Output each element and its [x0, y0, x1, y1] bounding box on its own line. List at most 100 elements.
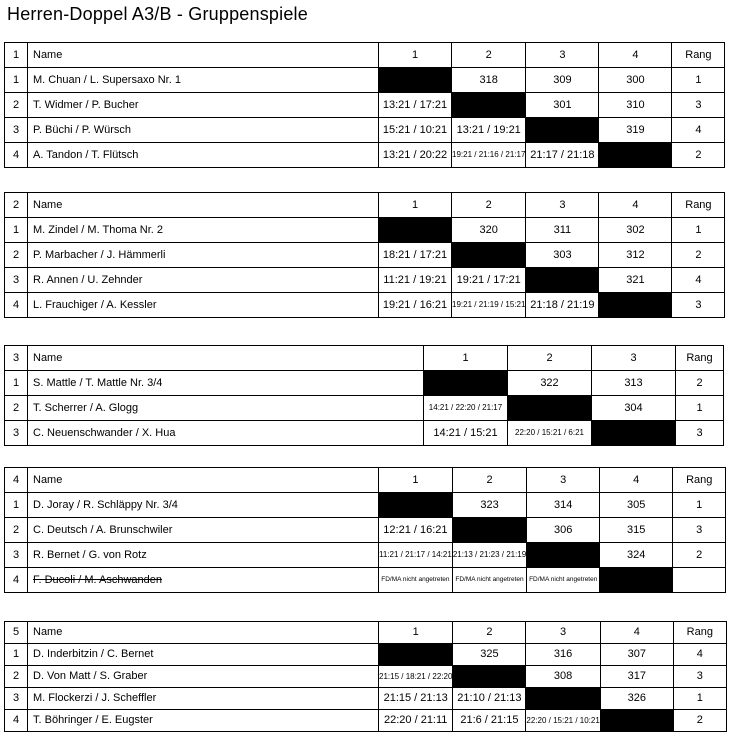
row-position: 1 — [4, 217, 28, 243]
self-cell — [451, 517, 528, 543]
round-header: 2 — [451, 467, 528, 493]
score-cell: 12:21 / 16:21 — [378, 517, 453, 543]
round-header: 1 — [378, 42, 452, 68]
rank-header: Rang — [675, 345, 724, 371]
team-row: 4 A. Tandon / T. Flütsch 13:21 / 20:22 19:2… — [4, 142, 726, 168]
self-cell — [507, 395, 592, 421]
score-cell: 21:15 / 18:21 / 22:20 — [377, 665, 454, 688]
team-names: D. Joray / R. Schläppy Nr. 3/4 — [27, 492, 379, 518]
match-number-cell: 300 — [598, 67, 673, 93]
rank-cell: 3 — [671, 92, 726, 118]
score-cell: 22:20 / 21:11 — [377, 709, 454, 732]
team-names: T. Widmer / P. Bucher — [27, 92, 379, 118]
round-header: 3 — [591, 345, 676, 371]
team-row: 1 M. Zindel / M. Thoma Nr. 2 320 311 302 1 — [4, 217, 726, 243]
match-number-cell: 321 — [598, 267, 673, 293]
name-header: Name — [27, 467, 379, 493]
rank-cell: 1 — [672, 687, 727, 710]
header-row: 1 Name 1 2 3 4 Rang — [4, 42, 726, 68]
header-row: 4 Name 1 2 3 4 Rang — [4, 467, 727, 493]
row-position: 4 — [4, 292, 28, 318]
team-row: 3 R. Bernet / G. von Rotz 11:21 / 21:17 / … — [4, 542, 727, 568]
score-cell: 14:21 / 22:20 / 21:17 — [423, 395, 508, 421]
rank-cell: 2 — [671, 142, 726, 168]
rank-cell: 1 — [671, 217, 726, 243]
walkover-note-cell: FD/MA nicht angetreten — [378, 567, 453, 593]
self-cell — [599, 567, 674, 593]
rank-cell: 3 — [672, 665, 727, 688]
group-table-4: 4 Name 1 2 3 4 Rang 1 D. Joray / R. Schläppy Nr.… — [4, 467, 727, 593]
row-position: 3 — [4, 542, 28, 568]
match-number-cell: 319 — [598, 117, 673, 143]
self-cell — [525, 117, 600, 143]
team-row: 2 T. Widmer / P. Bucher 13:21 / 17:21 301 31… — [4, 92, 726, 118]
round-header: 1 — [423, 345, 508, 371]
score-cell: 18:21 / 17:21 — [378, 242, 452, 268]
self-cell — [377, 643, 454, 666]
self-cell — [591, 420, 676, 446]
rank-cell: 4 — [671, 117, 726, 143]
team-row: 1 D. Joray / R. Schläppy Nr. 3/4 323 314 305… — [4, 492, 727, 518]
round-header: 2 — [452, 621, 527, 644]
rank-cell: 2 — [671, 242, 726, 268]
match-number-cell: 304 — [591, 395, 676, 421]
match-number-cell: 314 — [526, 492, 601, 518]
rank-cell — [672, 567, 727, 593]
self-cell — [378, 67, 452, 93]
team-row: 1 S. Mattle / T. Mattle Nr. 3/4 322 313 2 — [4, 370, 724, 396]
match-number-cell: 308 — [525, 665, 601, 688]
score-cell: 13:21 / 17:21 — [378, 92, 452, 118]
self-cell — [598, 142, 673, 168]
rank-cell: 3 — [675, 420, 724, 446]
score-cell: 19:21 / 21:16 / 21:17 — [450, 142, 527, 168]
row-position: 4 — [4, 142, 28, 168]
match-number-cell: 323 — [451, 492, 528, 518]
score-cell: 21:6 / 21:15 — [452, 709, 527, 732]
match-number-cell: 301 — [525, 92, 600, 118]
match-number-cell: 315 — [599, 517, 674, 543]
team-names: R. Bernet / G. von Rotz — [27, 542, 379, 568]
score-cell: 11:21 / 19:21 — [378, 267, 452, 293]
team-row: 1 D. Inderbitzin / C. Bernet 325 316 307 4 — [4, 643, 727, 666]
group-table-1: 1 Name 1 2 3 4 Rang 1 M. Chuan / L. Supersaxo Nr… — [4, 42, 726, 168]
row-position: 2 — [4, 517, 28, 543]
team-names: C. Neuenschwander / X. Hua — [27, 420, 424, 446]
round-header: 4 — [599, 621, 674, 644]
self-cell — [525, 267, 600, 293]
rank-cell: 1 — [672, 492, 727, 518]
match-number-cell: 326 — [599, 687, 674, 710]
team-names: M. Chuan / L. Supersaxo Nr. 1 — [27, 67, 379, 93]
match-number-cell: 317 — [599, 665, 674, 688]
match-number-cell: 312 — [598, 242, 673, 268]
walkover-note-cell: FD/MA nicht angetreten — [526, 567, 601, 593]
match-number-cell: 311 — [525, 217, 600, 243]
rank-cell: 3 — [672, 517, 727, 543]
name-header: Name — [27, 345, 424, 371]
team-names: F. Ducoli / M. Aschwanden — [27, 567, 379, 593]
row-position: 3 — [4, 420, 28, 446]
group-number: 4 — [4, 467, 28, 493]
row-position: 2 — [4, 92, 28, 118]
self-cell — [423, 370, 508, 396]
round-header: 3 — [526, 467, 601, 493]
round-header: 3 — [525, 42, 600, 68]
rank-cell: 4 — [672, 643, 727, 666]
group-number: 1 — [4, 42, 28, 68]
row-position: 1 — [4, 643, 28, 666]
rank-cell: 2 — [675, 370, 724, 396]
match-number-cell: 306 — [526, 517, 601, 543]
self-cell — [526, 542, 601, 568]
team-row: 3 P. Büchi / P. Würsch 15:21 / 10:21 13:21 … — [4, 117, 726, 143]
round-header: 4 — [599, 467, 674, 493]
match-number-cell: 316 — [525, 643, 601, 666]
rank-cell: 1 — [675, 395, 724, 421]
page-title: Herren-Doppel A3/B - Gruppenspiele — [7, 4, 308, 24]
rank-header: Rang — [672, 467, 727, 493]
header-row: 5 Name 1 2 3 4 Rang — [4, 621, 727, 644]
name-header: Name — [27, 192, 379, 218]
team-names: S. Mattle / T. Mattle Nr. 3/4 — [27, 370, 424, 396]
team-row: 2 P. Marbacher / J. Hämmerli 18:21 / 17:21… — [4, 242, 726, 268]
round-header: 2 — [507, 345, 592, 371]
round-header: 1 — [377, 621, 454, 644]
team-row: 4 F. Ducoli / M. Aschwanden FD/MA nicht an… — [4, 567, 727, 593]
